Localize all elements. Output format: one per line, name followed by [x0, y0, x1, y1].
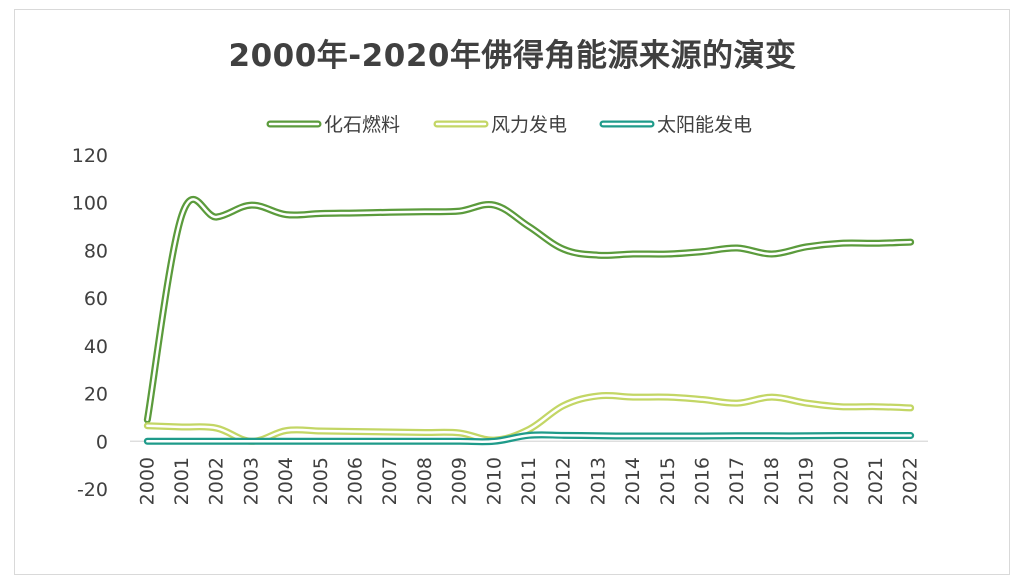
- x-tick-label: 2008: [414, 457, 436, 505]
- x-tick-label: 2001: [171, 457, 193, 505]
- x-tick-label: 2022: [900, 457, 922, 505]
- x-tick-label: 2020: [830, 457, 852, 505]
- x-tick-label: 2017: [726, 457, 748, 505]
- chart-frame: [14, 9, 1010, 575]
- y-tick-label: 100: [72, 193, 108, 215]
- y-tick-label: 40: [84, 336, 108, 358]
- x-tick-label: 2004: [275, 457, 297, 505]
- x-tick-label: 2018: [761, 457, 783, 505]
- y-tick-label: 120: [72, 145, 108, 167]
- y-axis: -20 0 20 40 60 80 100 120: [72, 145, 108, 501]
- x-tick-label: 2010: [483, 457, 505, 505]
- x-tick-label: 2009: [449, 457, 471, 505]
- x-axis: 2000 2001 2002 2003 2004 2005 2006 2007 2008 2009…: [130, 440, 928, 505]
- x-tick-label: 2005: [310, 457, 332, 505]
- y-tick-label: 60: [84, 288, 108, 310]
- legend-item: 化石燃料: [266, 114, 400, 136]
- series-line: [143, 195, 915, 424]
- x-tick-label: 2007: [379, 457, 401, 505]
- x-tick-label: 2003: [240, 457, 262, 505]
- x-tick-label: 2011: [518, 457, 540, 505]
- x-tick-label: 2006: [345, 457, 367, 505]
- x-tick-label: 2016: [691, 457, 713, 505]
- legend-label: 太阳能发电: [657, 114, 752, 136]
- chart-title: 2000年-2020年佛得角能源来源的演变: [228, 38, 797, 74]
- x-tick-label: 2015: [657, 457, 679, 505]
- series-line: [143, 391, 915, 445]
- x-tick-label: 2013: [587, 457, 609, 505]
- y-tick-label: 0: [96, 431, 108, 453]
- series-line: [143, 431, 915, 446]
- x-tick-label: 2012: [553, 457, 575, 505]
- y-tick-label: 80: [84, 240, 108, 262]
- y-tick-label: -20: [77, 479, 108, 501]
- x-tick-label: 2019: [796, 457, 818, 505]
- x-tick-label: 2002: [206, 457, 228, 505]
- y-tick-label: 20: [84, 384, 108, 406]
- legend-label: 化石燃料: [324, 114, 400, 136]
- legend-item: 太阳能发电: [599, 114, 752, 136]
- x-tick-label: 2014: [622, 457, 644, 505]
- plot-area: [143, 195, 915, 446]
- legend: 化石燃料 风力发电 太阳能发电: [266, 114, 752, 136]
- legend-label: 风力发电: [491, 114, 567, 136]
- x-tick-label: 2000: [136, 457, 158, 505]
- x-tick-label: 2021: [865, 457, 887, 505]
- legend-item: 风力发电: [433, 114, 567, 136]
